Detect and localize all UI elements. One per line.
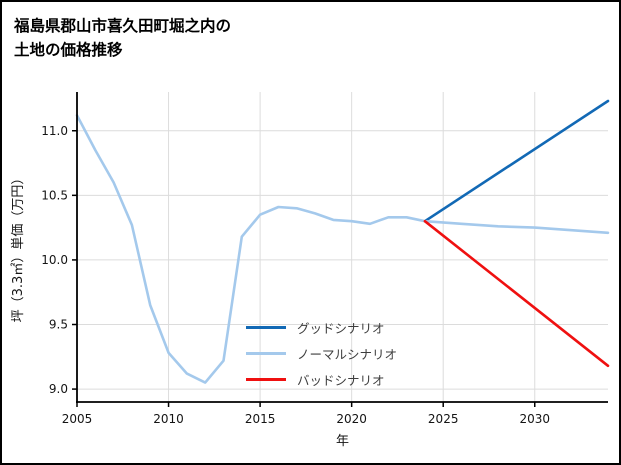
- legend-swatch-normal-line: [246, 351, 286, 355]
- x-tick-label: 2025: [428, 412, 459, 426]
- y-tick-label: 10.0: [41, 253, 68, 267]
- price-trend-chart: 2005 2010 2015 2020 2025 2030 9.0 9.5 10.0 10.5 11…: [10, 92, 610, 449]
- x-tick-label: 2015: [245, 412, 276, 426]
- x-tick-label: 2030: [519, 412, 550, 426]
- chart-title: 福島県郡山市喜久田町堀之内の 土地の価格推移: [14, 15, 231, 63]
- legend-item-bad: バッドシナリオ: [246, 366, 397, 392]
- legend-label-normal: ノーマルシナリオ: [297, 347, 398, 362]
- series-line-2: [423, 219, 610, 368]
- legend-label-good: グッドシナリオ: [297, 321, 385, 336]
- x-tick-label: 2020: [336, 412, 367, 426]
- legend-item-good: グッドシナリオ: [246, 314, 397, 340]
- y-tick-label: 9.0: [49, 382, 68, 396]
- legend-swatch-bad-line: [246, 377, 286, 381]
- x-tick-label: 2005: [62, 412, 93, 426]
- chart-title-line1: 福島県郡山市喜久田町堀之内の: [14, 18, 232, 35]
- series-line-0: [423, 99, 610, 223]
- legend-swatch-good-line: [246, 325, 286, 329]
- x-tick-label: 2010: [153, 412, 184, 426]
- legend-label-bad: バッドシナリオ: [297, 373, 385, 388]
- legend: グッドシナリオ ノーマルシナリオ バッドシナリオ: [246, 314, 397, 392]
- y-tick-label: 9.5: [49, 318, 68, 332]
- x-axis-label: 年: [336, 434, 349, 449]
- series-line-1: [75, 113, 610, 384]
- y-tick-label: 11.0: [41, 124, 68, 138]
- y-axis-label: 坪（3.3㎡）単価（万円）: [10, 172, 26, 323]
- legend-item-normal: ノーマルシナリオ: [246, 340, 397, 366]
- y-tick-label: 10.5: [41, 188, 68, 202]
- chart-title-line2: 土地の価格推移: [14, 42, 123, 60]
